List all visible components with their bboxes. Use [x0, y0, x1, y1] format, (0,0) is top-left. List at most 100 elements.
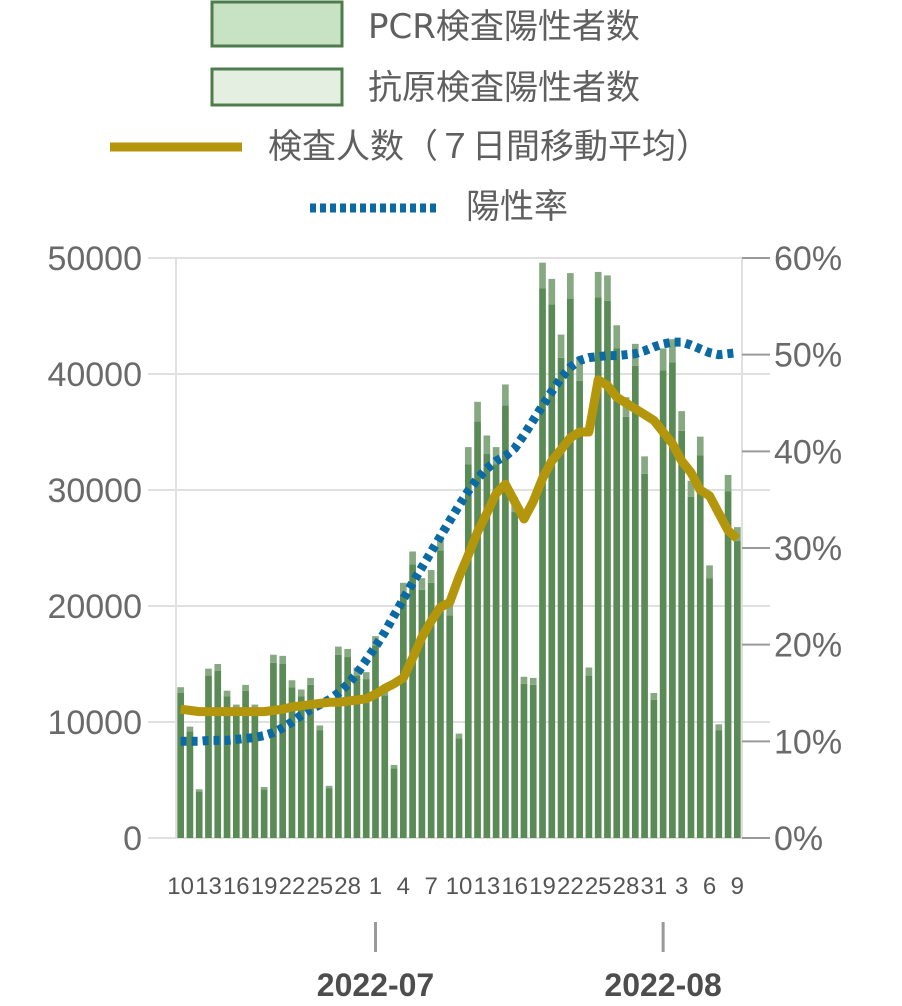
axis-labels: 0 10000 20000 30000 40000 50000 0% 10% 20% 30% 40%… [47, 240, 842, 1003]
bar-pcr [687, 496, 695, 838]
bar-pcr [177, 693, 184, 838]
bar-antigen [687, 480, 695, 497]
bar-antigen [650, 693, 658, 700]
bar-antigen [474, 401, 481, 422]
bar-pcr [669, 362, 676, 838]
y-right-tick-label: 40% [774, 433, 842, 471]
bar-antigen [409, 551, 416, 565]
bar-antigen [195, 789, 203, 792]
bar-antigen [390, 764, 398, 769]
bar-pcr [390, 768, 398, 838]
tests-moving-average-line [180, 375, 741, 717]
y-left-tick-label: 20000 [47, 588, 142, 626]
lines [180, 337, 741, 746]
x-tick-label: 1 [369, 873, 382, 900]
bar-pcr [325, 788, 333, 838]
bar-pcr [464, 464, 472, 838]
bar-pcr [335, 654, 342, 838]
bar-pcr [251, 710, 259, 838]
bar-pcr [446, 615, 454, 838]
bar-antigen [724, 474, 732, 492]
bar-antigen [520, 676, 528, 684]
bar-antigen [502, 384, 509, 406]
bar-antigen [344, 648, 351, 658]
bar-antigen [307, 677, 314, 685]
bar-antigen [279, 655, 287, 664]
bar-pcr [297, 696, 305, 838]
bar-pcr [715, 730, 723, 838]
y-left-tick-label: 50000 [47, 240, 142, 278]
bar-pcr [622, 416, 630, 838]
bar-antigen [335, 646, 342, 655]
bar-antigen [325, 785, 333, 789]
bar-pcr [548, 304, 556, 838]
bar-antigen [177, 687, 184, 693]
bar-pcr [502, 405, 509, 838]
bar-antigen [214, 664, 222, 671]
bars [177, 262, 741, 839]
bar-pcr [631, 365, 639, 838]
x-tick-label: 13 [473, 873, 500, 900]
bar-antigen [604, 275, 611, 301]
bar-antigen [242, 684, 249, 691]
bar-pcr [437, 550, 444, 838]
bar-antigen [557, 334, 565, 358]
bar-antigen [641, 456, 648, 474]
bar-pcr [567, 298, 574, 839]
legend-antigen-swatch [210, 67, 344, 107]
bar-pcr [288, 687, 296, 838]
bar-pcr [511, 512, 519, 838]
y-right-tick-label: 10% [774, 723, 842, 761]
bar-antigen [260, 786, 268, 790]
y-left-tick-label: 10000 [47, 704, 142, 742]
legend-pcr-swatch [210, 0, 344, 48]
bar-antigen [316, 725, 324, 731]
x-tick-label: 19 [251, 873, 278, 900]
bar-pcr [613, 348, 621, 838]
bar-pcr [706, 578, 713, 838]
bar-pcr [585, 675, 593, 838]
legend-pcr-label: PCR検査陽性者数 [368, 7, 640, 47]
month-label: 2022-08 [604, 967, 721, 1003]
bar-pcr [474, 421, 481, 838]
bar-antigen [362, 672, 370, 680]
bar-antigen [288, 680, 296, 688]
legend-tests-label: 検査人数（７日間移動平均） [268, 127, 710, 167]
bar-antigen [678, 411, 686, 431]
month-label: 2022-07 [317, 967, 434, 1003]
bar-pcr [724, 491, 732, 838]
y-right-tick-label: 20% [774, 627, 842, 665]
bar-antigen [567, 273, 574, 299]
bar-antigen [529, 677, 537, 685]
y-left-tick-label: 40000 [47, 356, 142, 394]
bar-antigen [696, 436, 704, 456]
bar-pcr [362, 679, 370, 838]
bar-pcr [641, 473, 648, 838]
bar-antigen [437, 536, 444, 551]
bar-pcr [594, 297, 602, 838]
bar-antigen [418, 578, 426, 590]
bar-antigen [205, 668, 212, 676]
bar-antigen [297, 689, 305, 697]
bar-antigen [455, 733, 463, 739]
bar-antigen [427, 570, 435, 583]
legend: PCR検査陽性者数 抗原検査陽性者数 検査人数（７日間移動平均） 陽性率 [110, 0, 710, 227]
x-tick-label: 16 [501, 873, 528, 900]
bar-pcr [353, 675, 361, 838]
bar-pcr [539, 288, 546, 838]
bar-antigen [186, 726, 194, 732]
bar-pcr [492, 464, 500, 838]
bar-antigen [659, 348, 667, 371]
bar-pcr [520, 683, 528, 838]
bar-pcr [232, 710, 240, 838]
x-tick-label: 25 [585, 873, 612, 900]
bar-antigen [613, 325, 621, 349]
x-tick-label: 19 [529, 873, 556, 900]
bar-pcr [696, 455, 704, 838]
bar-pcr [529, 684, 537, 838]
legend-rate-label: 陽性率 [466, 187, 568, 227]
bar-pcr [270, 662, 277, 838]
bar-pcr [381, 695, 389, 838]
bar-antigen [594, 271, 602, 298]
y-right-tick-label: 60% [774, 240, 842, 278]
